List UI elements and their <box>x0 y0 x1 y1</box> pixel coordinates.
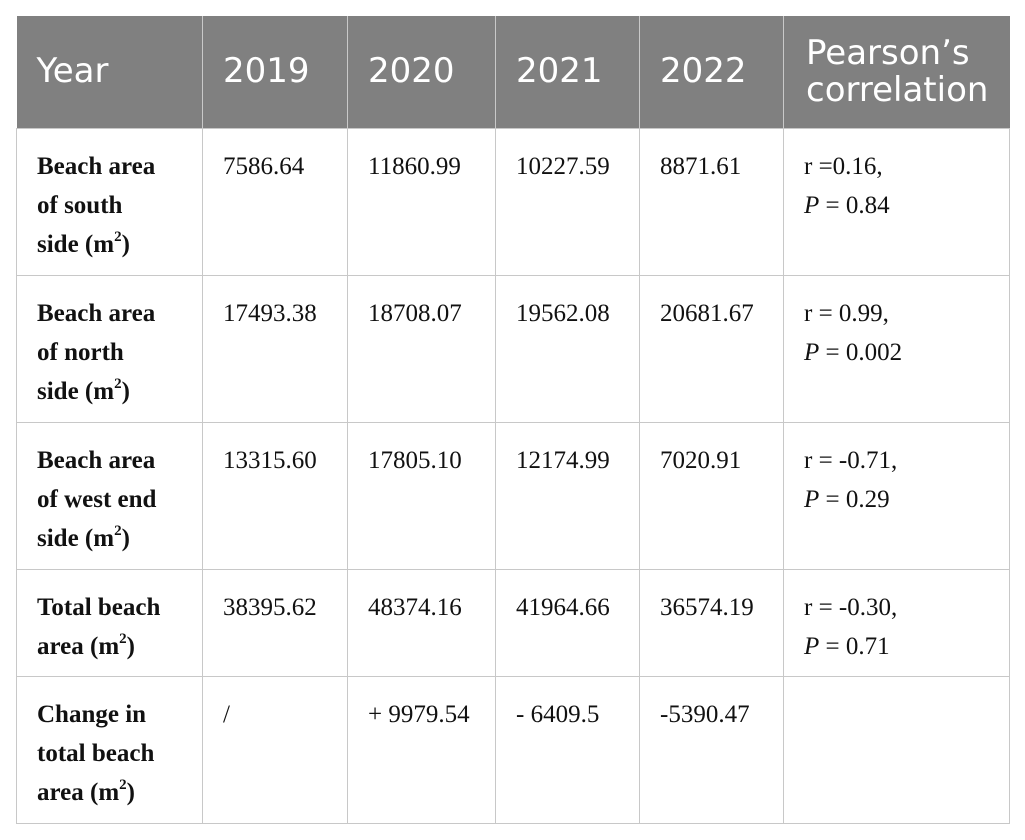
unit-exponent: 2 <box>119 630 127 647</box>
p-value: = 0.71 <box>819 633 890 660</box>
cell-2020: + 9979.54 <box>347 676 496 824</box>
cell-2021: - 6409.5 <box>495 676 640 824</box>
cell-2020: 18708.07 <box>347 275 496 423</box>
cell-2022: 36574.19 <box>639 569 784 677</box>
table-row: Beach area of north side (m2) 17493.38 1… <box>16 275 1010 423</box>
row-label-line: total beach <box>37 740 155 767</box>
cell-2022: 20681.67 <box>639 275 784 423</box>
p-value: = 0.29 <box>819 486 890 513</box>
cell-2021: 41964.66 <box>495 569 640 677</box>
r-value: r = -0.71, <box>804 447 898 474</box>
beach-area-table: Year 2019 2020 2021 2022 Pearson’s corre… <box>16 16 1010 824</box>
row-label-line: Total beach <box>37 594 161 621</box>
unit-exponent: 2 <box>119 776 127 793</box>
unit-exponent: 2 <box>114 228 122 245</box>
row-label-line: side (m <box>37 378 115 405</box>
cell-2022: -5390.47 <box>639 676 784 824</box>
row-label-line: of north <box>37 339 124 366</box>
cell-2019: / <box>202 676 348 824</box>
row-label-line: of west end <box>37 486 157 513</box>
cell-correlation: r = 0.99, P = 0.002 <box>783 275 1010 423</box>
cell-2020: 48374.16 <box>347 569 496 677</box>
cell-2021: 19562.08 <box>495 275 640 423</box>
cell-2019: 38395.62 <box>202 569 348 677</box>
p-letter: P <box>804 192 820 219</box>
header-year: Year <box>16 16 203 129</box>
cell-2019: 17493.38 <box>202 275 348 423</box>
unit-close: ) <box>121 378 130 405</box>
row-label-line: Beach area <box>37 447 156 474</box>
table-row: Change in total beach area (m2) / + 9979… <box>16 676 1010 824</box>
table-header-row: Year 2019 2020 2021 2022 Pearson’s corre… <box>16 16 1010 129</box>
cell-correlation: r = -0.71, P = 0.29 <box>783 422 1010 570</box>
row-label-line: Change in <box>37 701 147 728</box>
row-label: Total beach area (m2) <box>16 569 203 677</box>
row-label-line: side (m <box>37 231 115 258</box>
cell-2021: 10227.59 <box>495 128 640 276</box>
row-label: Beach area of west end side (m2) <box>16 422 203 570</box>
cell-correlation: r = -0.30, P = 0.71 <box>783 569 1010 677</box>
unit-close: ) <box>121 231 130 258</box>
p-value: = 0.84 <box>819 192 890 219</box>
cell-2021: 12174.99 <box>495 422 640 570</box>
cell-2019: 7586.64 <box>202 128 348 276</box>
unit-exponent: 2 <box>114 375 122 392</box>
r-value: r =0.16, <box>804 153 883 180</box>
row-label-line: area (m <box>37 633 120 660</box>
cell-2022: 7020.91 <box>639 422 784 570</box>
row-label: Beach area of south side (m2) <box>16 128 203 276</box>
r-value: r = 0.99, <box>804 300 889 327</box>
p-letter: P <box>804 339 820 366</box>
p-value: = 0.002 <box>819 339 903 366</box>
p-letter: P <box>804 486 820 513</box>
cell-2019: 13315.60 <box>202 422 348 570</box>
r-value: r = -0.30, <box>804 594 898 621</box>
cell-2022: 8871.61 <box>639 128 784 276</box>
row-label-line: Beach area <box>37 153 156 180</box>
row-label-line: area (m <box>37 779 120 806</box>
row-label-line: of south <box>37 192 123 219</box>
unit-close: ) <box>126 633 135 660</box>
table-row: Beach area of south side (m2) 7586.64 11… <box>16 128 1010 276</box>
p-letter: P <box>804 633 820 660</box>
header-year-2021: 2021 <box>495 16 640 129</box>
header-year-2020: 2020 <box>347 16 496 129</box>
header-year-2019: 2019 <box>202 16 348 129</box>
header-corr-line1: Pearson’s <box>806 32 970 73</box>
row-label-line: side (m <box>37 525 115 552</box>
cell-correlation <box>783 676 1010 824</box>
row-label-line: Beach area <box>37 300 156 327</box>
cell-correlation: r =0.16, P = 0.84 <box>783 128 1010 276</box>
header-pearson-correlation: Pearson’s correlation <box>783 16 1010 129</box>
header-year-2022: 2022 <box>639 16 784 129</box>
header-corr-line2: correlation <box>806 70 989 110</box>
row-label: Beach area of north side (m2) <box>16 275 203 423</box>
table-row: Total beach area (m2) 38395.62 48374.16 … <box>16 569 1010 677</box>
cell-2020: 17805.10 <box>347 422 496 570</box>
table-row: Beach area of west end side (m2) 13315.6… <box>16 422 1010 570</box>
unit-close: ) <box>121 525 130 552</box>
row-label: Change in total beach area (m2) <box>16 676 203 824</box>
cell-2020: 11860.99 <box>347 128 496 276</box>
unit-close: ) <box>126 779 135 806</box>
unit-exponent: 2 <box>114 522 122 539</box>
